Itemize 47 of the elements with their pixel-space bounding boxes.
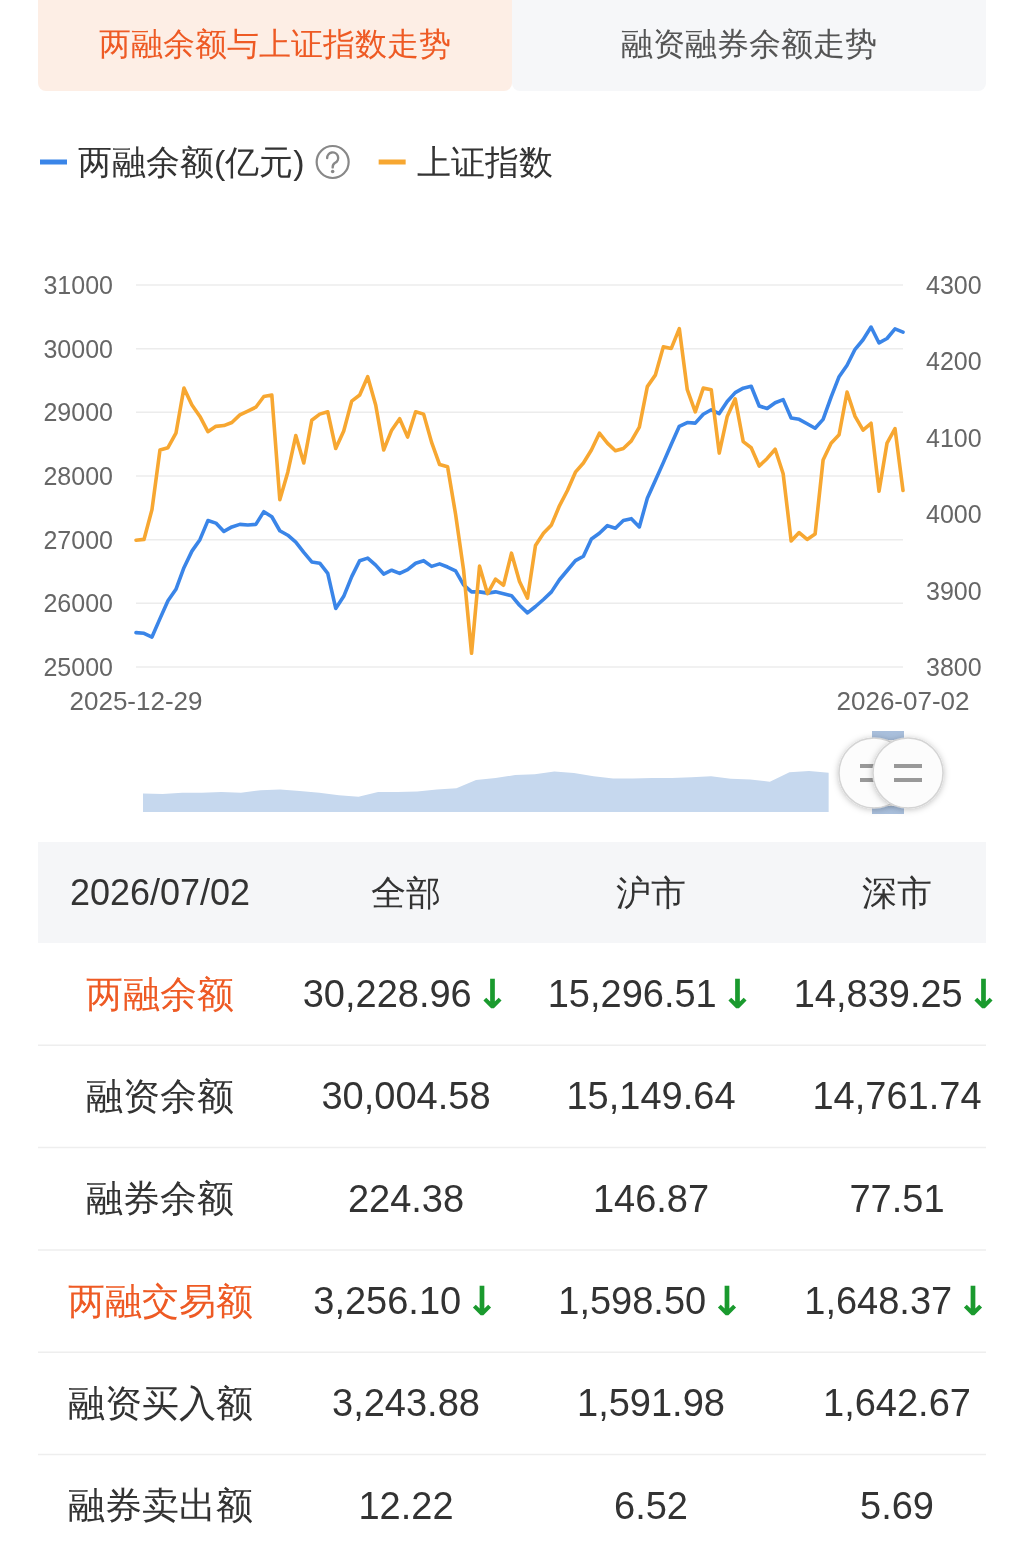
y2-tick-label: 4000 (926, 500, 982, 529)
y-tick-label: 30000 (43, 334, 113, 363)
category-label: 融资融券余额走势 (621, 26, 877, 62)
x-tick-label: 2025-12-29 (69, 686, 203, 716)
text: 146.87 (592, 1177, 710, 1220)
category-label: 融券卖出额 (67, 1485, 253, 1527)
y-tick-label: 26000 (43, 589, 113, 618)
text: 14,839.25↓ (793, 971, 1001, 1018)
y2-tick-label: 4100 (926, 423, 982, 452)
text: 3,256.10↓ (313, 1278, 499, 1325)
y-tick-label: 25000 (43, 653, 113, 681)
y-tick-label: 28000 (43, 462, 113, 490)
text: 1,648.37↓ (804, 1278, 990, 1325)
category-label: 两融余额 (86, 973, 234, 1015)
text: 3,243.88 (332, 1382, 480, 1425)
text: 224.38 (347, 1177, 465, 1220)
y2-tick-label: 4300 (926, 271, 982, 299)
category-label: 两融交易额 (67, 1280, 253, 1322)
text: 15,149.64 (566, 1075, 736, 1118)
text: 30,004.58 (321, 1075, 491, 1118)
category-label: 两融余额与上证指数走势 (99, 26, 451, 62)
category-label: 融资买入额 (67, 1382, 253, 1424)
text: 2026/07/02 (69, 872, 251, 913)
text: 1,642.67 (823, 1382, 971, 1425)
text: 1,598.50↓ (558, 1278, 744, 1325)
category-label: 沪市 (616, 873, 686, 912)
y-tick-label: 31000 (43, 271, 113, 299)
legend-label: 两融余额(亿元) (78, 143, 305, 181)
category-label: 全部 (371, 873, 441, 912)
y-tick-label: 27000 (43, 525, 113, 554)
text: 1,591.98 (577, 1382, 725, 1425)
y2-tick-label: 3800 (926, 653, 982, 681)
y-tick-label: 29000 (43, 398, 113, 427)
text: 77.51 (849, 1177, 945, 1220)
text: 14,761.74 (812, 1075, 982, 1118)
y2-tick-label: 4200 (926, 347, 982, 376)
category-label: 融券余额 (86, 1178, 234, 1220)
text: 12.22 (358, 1484, 454, 1527)
text: 5.69 (860, 1484, 934, 1527)
text: 30,228.96↓ (302, 971, 510, 1018)
legend-label: 上证指数 (416, 143, 553, 181)
x-tick-label: 2026-07-02 (836, 686, 970, 716)
text: 6.52 (614, 1484, 688, 1527)
text: 15,296.51↓ (547, 971, 755, 1018)
category-label: 融资余额 (86, 1075, 234, 1117)
y2-tick-label: 3900 (926, 576, 982, 605)
category-label: 深市 (862, 873, 932, 912)
